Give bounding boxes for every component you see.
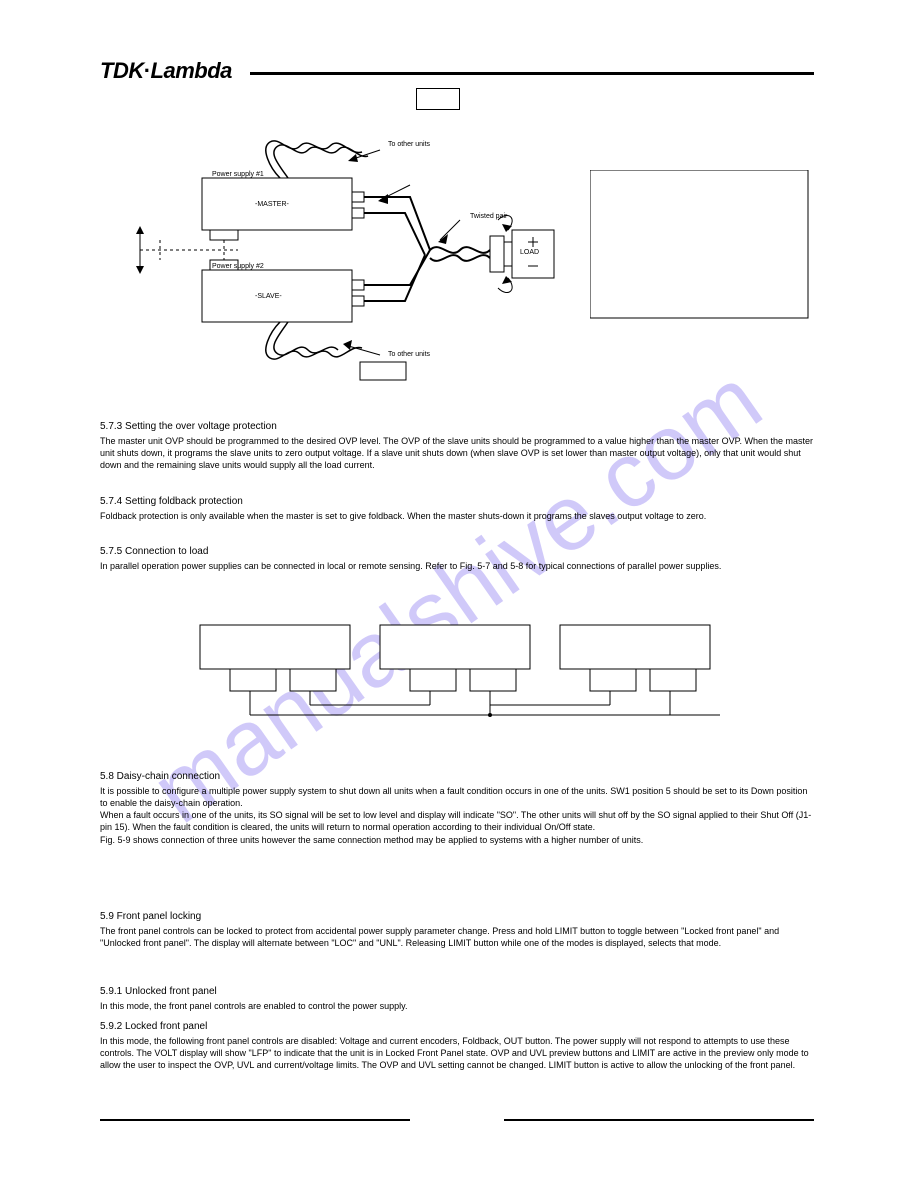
page-number-box [416,88,460,110]
sec-592-body: In this mode, the following front panel … [100,1035,815,1071]
logo-dot: · [144,58,151,83]
footer-rule-right [504,1119,814,1121]
sec-592-title: 5.9.2 Locked front panel [100,1020,207,1034]
fig57-load: LOAD [520,248,539,257]
sec-574-title: 5.7.4 Setting foldback protection [100,495,243,509]
logo: TDK·Lambda [100,58,232,83]
sec-591-title: 5.9.1 Unlocked front panel [100,985,217,999]
fig57-master-label: Power supply #1 [212,170,264,179]
logo-tdk: TDK [100,58,144,83]
sec-591-body: In this mode, the front panel controls a… [100,1000,815,1012]
sec-58-body: It is possible to configure a multiple p… [100,785,815,846]
fig57-master-inside: -MASTER- [255,200,289,209]
footer-rule-left [100,1119,410,1121]
fig57-slave-label: Power supply #2 [212,262,264,271]
logo-lambda: Lambda [151,58,232,83]
sec-58-title: 5.8 Daisy-chain connection [100,770,220,784]
fig57-table-box [590,170,810,320]
sec-575-body-top: In parallel operation power supplies can… [100,560,815,572]
sec-575-title: 5.7.5 Connection to load [100,545,208,559]
fig-5-7-diagram [110,130,610,410]
sec-573-title: 5.7.3 Setting the over voltage protectio… [100,420,277,434]
fig57-twisted: Twisted pair [470,212,507,221]
sec-59-body: The front panel controls can be locked t… [100,925,815,949]
sec-59-title: 5.9 Front panel locking [100,910,201,924]
header: TDK·Lambda [100,58,814,84]
fig57-to-other-bot: To other units [388,350,430,359]
fig57-slave-inside: -SLAVE- [255,292,282,301]
page: TDK·Lambda manualshive.com [0,0,914,1191]
sec-574-body: Foldback protection is only available wh… [100,510,815,522]
fig-5-8-diagram [190,615,730,745]
fig57-to-other-top: To other units [388,140,430,149]
header-rule [250,72,814,75]
sec-573-body: The master unit OVP should be programmed… [100,435,815,471]
